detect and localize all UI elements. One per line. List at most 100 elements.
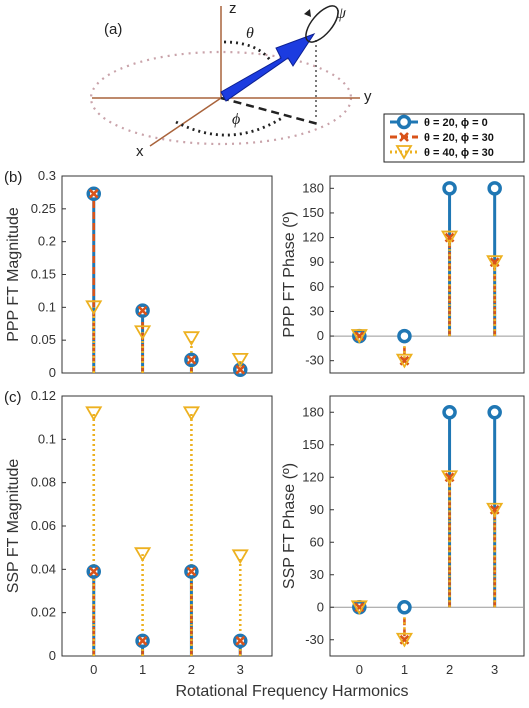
y-tick-label: 0 xyxy=(49,365,56,380)
y-tick-label: 150 xyxy=(302,205,324,220)
legend: θ = 20, ϕ = 0 θ = 20, ϕ = 30 θ = 40, ϕ = 3… xyxy=(383,113,525,163)
axis-y-label: y xyxy=(364,88,372,105)
legend-marker xyxy=(395,145,413,160)
chart-panel-1: 0 0.05 0.1 0.15 0.2 0.25 0.3 PPP FT Magnitude xyxy=(5,168,273,380)
chart-panel-3: 0 0.02 0.04 0.06 0.08 0.1 0.12 0 1 2 3 SSP FT Magni… xyxy=(5,388,273,677)
y-tick-label: 120 xyxy=(302,469,324,484)
stem-marker xyxy=(350,600,368,616)
stem-marker xyxy=(134,547,152,562)
x-tick-label: 2 xyxy=(446,662,453,677)
y-tick-label: 0 xyxy=(317,599,324,614)
stem-marker xyxy=(397,328,412,344)
y-tick-label: 0.15 xyxy=(31,267,56,282)
y-axis-title: PPP FT Magnitude xyxy=(5,207,22,342)
stem-marker xyxy=(85,406,103,422)
y-tick-label: 180 xyxy=(302,180,324,195)
y-tick-label: 0.02 xyxy=(31,605,56,620)
legend-marker xyxy=(399,132,409,142)
stem-marker xyxy=(186,566,197,577)
theta-symbol: θ xyxy=(246,25,254,42)
plot-frame xyxy=(329,395,525,657)
y-tick-label: 0.25 xyxy=(31,201,56,216)
y-tick-label: 60 xyxy=(310,534,324,549)
y-tick-label: 120 xyxy=(302,230,324,245)
x-tick-label: 3 xyxy=(237,662,244,677)
x-axis-line xyxy=(149,97,222,147)
panel-label-c: (c) xyxy=(4,389,22,406)
y-axis-title: SSP FT Magnitude xyxy=(5,459,22,594)
stem-marker xyxy=(88,566,99,577)
psi-rotation-arrowhead xyxy=(304,9,311,17)
x-tick-label: 0 xyxy=(356,662,363,677)
x-tick-label: 0 xyxy=(90,662,97,677)
y-tick-label: 0.1 xyxy=(38,431,56,446)
x-tick-label: 2 xyxy=(188,662,195,677)
stem-marker xyxy=(440,470,459,486)
stem-marker xyxy=(486,255,504,270)
y-tick-label: 90 xyxy=(310,254,324,269)
y-tick-label: 180 xyxy=(302,404,324,419)
y-tick-label: -30 xyxy=(305,353,324,368)
y-axis-title: SSP FT Phase (º) xyxy=(281,463,298,589)
y-tick-label: 90 xyxy=(310,502,324,517)
y-tick-label: 30 xyxy=(310,567,324,582)
legend-label: θ = 20, ϕ = 30 xyxy=(424,132,494,144)
y-tick-label: -30 xyxy=(305,632,324,647)
psi-rotation-loop xyxy=(305,5,339,43)
stem-marker xyxy=(85,300,103,316)
y-tick-label: 60 xyxy=(310,279,324,294)
axis-x-label: x xyxy=(136,143,144,160)
x-tick-label: 1 xyxy=(401,662,408,677)
y-tick-label: 0.3 xyxy=(38,168,56,183)
stem-marker xyxy=(395,353,414,369)
stem-marker xyxy=(186,354,197,365)
panel-label-b: (b) xyxy=(4,169,22,186)
legend-marker xyxy=(396,114,412,130)
stem-marker xyxy=(231,352,249,368)
phi-symbol: ϕ xyxy=(232,111,240,128)
stem-marker xyxy=(182,331,200,346)
stem-marker xyxy=(137,305,148,316)
y-tick-label: 150 xyxy=(302,437,324,452)
stem-marker xyxy=(134,325,152,341)
stem-marker xyxy=(350,329,368,344)
y-tick-label: 0.05 xyxy=(31,332,56,347)
x-axis-title: Rotational Frequency Harmonics xyxy=(176,683,409,700)
y-tick-label: 0.2 xyxy=(38,234,56,249)
dipole-arrow xyxy=(220,33,316,102)
y-axis-title: PPP FT Phase (º) xyxy=(281,211,298,337)
y-tick-label: 0.04 xyxy=(31,561,56,576)
stem-marker xyxy=(442,181,457,196)
psi-symbol: ψ xyxy=(336,5,347,22)
stem-marker xyxy=(486,502,504,518)
y-tick-label: 0 xyxy=(49,648,56,663)
axis-z-label: z xyxy=(229,0,237,17)
y-tick-label: 0.1 xyxy=(38,299,56,314)
y-tick-label: 0 xyxy=(317,328,324,343)
y-tick-label: 0.06 xyxy=(31,518,56,533)
y-tick-label: 0.12 xyxy=(31,388,56,403)
schematic-panel: (a) z y x θ ϕ ψ xyxy=(89,0,372,160)
stem-marker xyxy=(235,364,246,375)
stem-marker xyxy=(182,406,200,422)
panel-label-a: (a) xyxy=(104,21,122,38)
stem-marker xyxy=(397,600,412,615)
stem-marker xyxy=(88,188,99,199)
phi-arc xyxy=(175,116,283,137)
legend-label: θ = 20, ϕ = 0 xyxy=(424,117,488,129)
y-tick-label: 30 xyxy=(310,303,324,318)
stem-marker xyxy=(137,635,148,646)
projection-line xyxy=(220,96,319,126)
stem-marker xyxy=(487,181,502,196)
x-tick-label: 3 xyxy=(491,662,498,677)
theta-arc xyxy=(223,40,272,61)
stem-marker xyxy=(487,405,502,420)
stem-marker xyxy=(235,635,246,646)
chart-panel-2: -30 0 30 60 90 120 150 180 PPP FT Phase (º) xyxy=(281,175,525,374)
x-tick-label: 1 xyxy=(139,662,146,677)
stem-marker xyxy=(231,549,249,565)
stem-marker xyxy=(395,632,414,648)
legend-label: θ = 40, ϕ = 30 xyxy=(424,147,494,159)
y-tick-label: 0.08 xyxy=(31,475,56,490)
plot-frame xyxy=(329,175,525,374)
